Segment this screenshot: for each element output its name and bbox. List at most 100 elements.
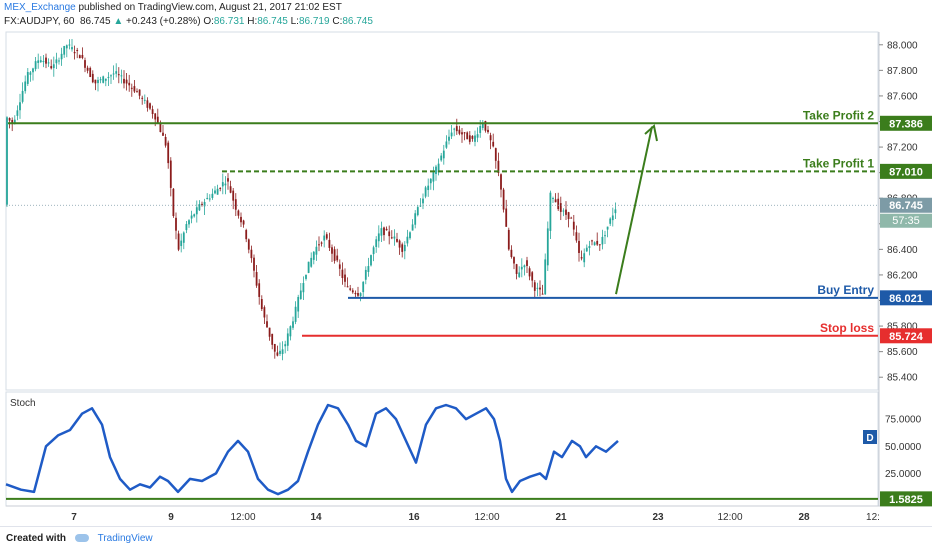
candle-body — [128, 82, 131, 86]
candle-body — [78, 55, 81, 59]
candle-body — [422, 198, 424, 204]
candle-body — [323, 235, 326, 241]
chart-canvas[interactable]: 88.00087.80087.60087.40087.20087.00086.8… — [0, 0, 932, 526]
candle-body — [442, 150, 445, 159]
candle-body — [445, 141, 448, 148]
candle-body — [219, 187, 222, 189]
publisher-link[interactable]: MEX_Exchange — [4, 2, 76, 13]
candle-body — [263, 307, 266, 318]
candle-body — [567, 212, 570, 220]
candle-body — [188, 220, 190, 225]
y-tick-label: 85.600 — [887, 347, 918, 358]
last-price-box — [880, 197, 932, 213]
candle-body — [208, 198, 211, 200]
x-tick-label: 21 — [555, 512, 567, 523]
candle-body — [284, 344, 287, 347]
symbol-label[interactable]: FX:AUDJPY, 60 — [4, 16, 75, 27]
candle-body — [271, 333, 274, 345]
countdown-box — [880, 213, 932, 228]
candle-body — [73, 51, 76, 54]
candle-body — [146, 100, 149, 108]
candle-body — [487, 129, 489, 133]
x-tick-label: 12:00 — [717, 512, 742, 523]
y-tick-label: 86.200 — [887, 270, 918, 281]
candle-body — [375, 239, 378, 247]
publish-line: MEX_Exchange published on TradingView.co… — [4, 2, 342, 13]
candle-body — [492, 141, 495, 147]
candle-body — [453, 128, 456, 130]
candle-body — [237, 210, 240, 216]
candle-body — [229, 186, 232, 193]
ohlc-line: FX:AUDJPY, 60 86.745 ▲ +0.243 (+0.28%) O… — [4, 16, 373, 27]
x-tick-label: 12:00 — [230, 512, 255, 523]
candle-body — [419, 205, 422, 207]
candle-body — [344, 274, 346, 282]
candle-body — [292, 321, 294, 328]
candle-body — [515, 264, 518, 274]
candle-body — [380, 228, 383, 236]
candle-body — [302, 283, 305, 293]
candle-body — [393, 236, 396, 239]
candle-body — [435, 166, 437, 175]
candle-body — [115, 71, 118, 74]
candle-body — [331, 247, 333, 254]
candle-body — [81, 54, 84, 58]
candle-body — [526, 260, 528, 266]
candle-body — [476, 134, 479, 138]
candle-body — [45, 57, 47, 64]
candle-body — [489, 135, 492, 141]
open-label: O: — [203, 16, 214, 27]
tradingview-cloud-icon — [74, 534, 89, 543]
level-label: Buy Entry — [817, 283, 874, 297]
candle-body — [416, 207, 419, 216]
candle-body — [370, 255, 372, 266]
candle-body — [91, 73, 94, 83]
candle-body — [164, 136, 167, 146]
candle-body — [390, 237, 393, 239]
candle-body — [206, 197, 209, 200]
high-label: H: — [247, 16, 258, 27]
candle-body — [312, 251, 315, 260]
level-label: Stop loss — [820, 321, 874, 335]
candle-body — [310, 257, 313, 267]
close-value: 86.745 — [342, 16, 373, 27]
candle-body — [559, 203, 562, 212]
candle-body — [279, 350, 281, 354]
candle-body — [364, 269, 367, 280]
candle-body — [429, 178, 432, 184]
candle-body — [190, 215, 193, 219]
candle-body — [37, 60, 40, 63]
candle-body — [448, 136, 450, 141]
candle-body — [500, 174, 502, 190]
tradingview-logo-text[interactable]: TradingView — [97, 533, 153, 544]
candle-body — [125, 79, 128, 84]
candle-body — [367, 266, 370, 272]
candle-body — [224, 183, 227, 186]
countdown-label: 57:35 — [892, 215, 920, 227]
candle-body — [154, 113, 157, 120]
candle-body — [398, 240, 401, 248]
y-tick-label: 87.800 — [887, 66, 918, 77]
candle-body — [461, 132, 463, 135]
level-value-label: 85.724 — [889, 331, 924, 343]
candle-body — [601, 236, 604, 245]
candle-body — [203, 201, 206, 207]
x-tick-label: 7 — [71, 512, 77, 523]
candle-body — [94, 79, 97, 84]
candle-body — [175, 217, 177, 231]
candle-body — [383, 227, 385, 236]
candle-body — [585, 247, 588, 252]
candle-body — [221, 182, 224, 187]
candle-body — [281, 349, 284, 355]
stoch-title: Stoch — [10, 398, 36, 409]
candle-body — [505, 208, 508, 227]
candle-body — [403, 244, 406, 252]
candle-body — [377, 233, 380, 242]
level-value-box — [880, 115, 932, 131]
candle-body — [333, 249, 336, 261]
candle-body — [554, 199, 557, 203]
candle-body — [320, 242, 323, 244]
candle-body — [414, 213, 417, 225]
candle-body — [117, 74, 120, 76]
x-tick-label: 12:00 — [474, 512, 499, 523]
